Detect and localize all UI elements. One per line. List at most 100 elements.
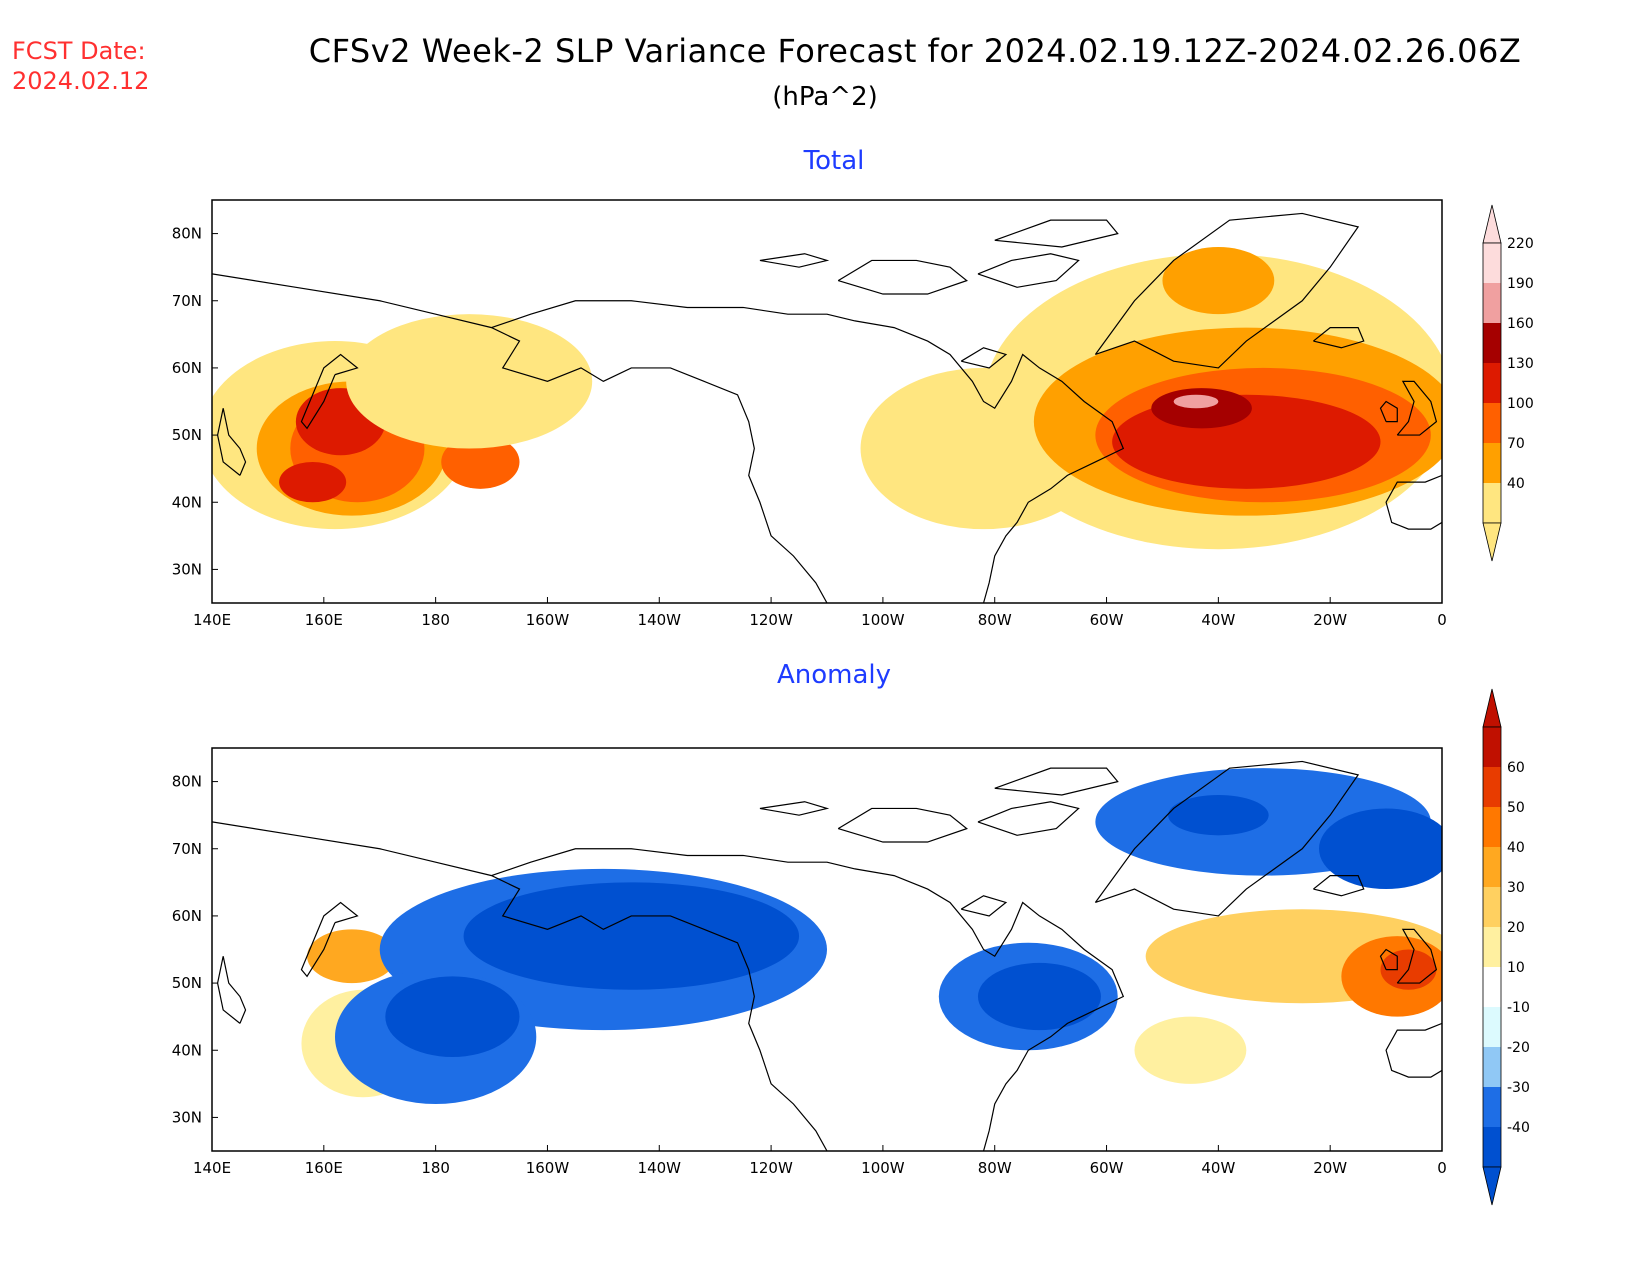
y-tick-label: 80N (172, 773, 202, 791)
y-tick-label: 70N (172, 840, 202, 858)
contour-region (441, 435, 520, 489)
contour-region (1173, 394, 1219, 409)
x-tick-label: 80W (978, 611, 1012, 629)
coastline (300, 901, 359, 978)
colorbar-min-arrow (1482, 1166, 1502, 1206)
forecast-date-caption: FCST Date: (12, 37, 146, 65)
colorbar-swatch (1483, 403, 1501, 443)
colorbar-level-label: 160 (1507, 316, 1534, 332)
coastline (1385, 1022, 1442, 1078)
x-tick-label: 0 (1437, 1159, 1447, 1177)
y-tick-label: 50N (172, 974, 202, 992)
contour-region (307, 929, 397, 984)
colorbar-level-label: 40 (1507, 476, 1525, 492)
colorbar-level-label: -20 (1507, 1040, 1530, 1056)
colorbar-swatch (1483, 767, 1501, 807)
colorbar-level-label: 60 (1507, 760, 1525, 776)
colorbar-anomaly: -40 -30 -20 -10 10 20 30 40 50 60 (1482, 688, 1530, 1206)
colorbar-level-label: 40 (1507, 840, 1525, 856)
colorbar-level-label: 30 (1507, 880, 1525, 896)
x-tick-label: 140W (638, 1159, 682, 1177)
panel-title-total: Total (803, 146, 865, 176)
contour-region (279, 461, 347, 503)
colorbar-swatch (1483, 363, 1501, 403)
y-tick-label: 50N (172, 426, 202, 444)
map-frame (211, 199, 1443, 604)
colorbar-swatch (1483, 1007, 1501, 1047)
y-tick-label: 30N (172, 560, 202, 578)
contour-region (977, 962, 1101, 1031)
coastlines (212, 760, 1442, 1151)
coastline (837, 259, 968, 295)
y-tick-label: 40N (172, 493, 202, 511)
x-tick-label: 140E (193, 611, 231, 629)
x-tick-label: 20W (1313, 611, 1347, 629)
map-panel-total: 140E 160E 180 160W 140W 120W 100W 80W 60W 40W 20W 0… (172, 199, 1534, 629)
map-frame (211, 747, 1443, 1152)
colorbar-swatch (1483, 927, 1501, 967)
x-tick-label: 180 (421, 1159, 450, 1177)
x-tick-label: 60W (1090, 1159, 1124, 1177)
y-tick-label: 80N (172, 225, 202, 243)
colorbar-swatch (1483, 243, 1501, 283)
x-tick-label: 20W (1313, 1159, 1347, 1177)
colorbar-level-label: 100 (1507, 396, 1534, 412)
forecast-date-value: 2024.02.12 (12, 67, 150, 95)
coastline (300, 353, 359, 430)
coastline (1094, 760, 1360, 917)
x-tick-label: 40W (1201, 1159, 1235, 1177)
colorbar-level-label: -10 (1507, 1000, 1530, 1016)
x-tick-label: 140E (193, 1159, 231, 1177)
x-tick-label: 160W (526, 1159, 570, 1177)
contour-region (1168, 795, 1269, 836)
colorbar-level-label: 50 (1507, 800, 1525, 816)
coastline (1396, 380, 1438, 436)
contour-region (1162, 247, 1275, 315)
coastline (212, 821, 828, 1151)
colorbar-swatch (1483, 887, 1501, 927)
x-tick-label: 180 (421, 611, 450, 629)
colorbar-max-arrow (1482, 688, 1502, 728)
contour-region (1319, 808, 1442, 890)
y-tick-label: 40N (172, 1041, 202, 1059)
colorbar-swatch (1483, 727, 1501, 767)
contour-region (1151, 388, 1252, 429)
panel-title-anomaly: Anomaly (776, 660, 892, 690)
contour-region (1134, 1016, 1247, 1084)
colorbar-swatch (1483, 1087, 1501, 1127)
coastline (1396, 928, 1438, 984)
coastline (1313, 327, 1365, 349)
x-tick-label: 160E (305, 1159, 343, 1177)
colorbar-swatch (1483, 323, 1501, 363)
coastline (1094, 212, 1360, 369)
coastline (216, 408, 247, 476)
colorbar-min-arrow (1482, 522, 1502, 562)
colorbar-max-arrow (1482, 204, 1502, 244)
x-tick-label: 80W (978, 1159, 1012, 1177)
x-tick-label: 160E (305, 611, 343, 629)
colorbar-swatch (1483, 1047, 1501, 1087)
coastline (491, 300, 1125, 603)
colorbar-level-label: 70 (1507, 436, 1525, 452)
coastline (994, 767, 1119, 796)
coastline (977, 801, 1080, 836)
x-tick-label: 160W (526, 611, 570, 629)
colorbar-swatch (1483, 483, 1501, 523)
y-tick-label: 30N (172, 1108, 202, 1126)
colorbar-swatch (1483, 443, 1501, 483)
colorbar-level-label: 220 (1507, 236, 1534, 252)
colorbar-swatch (1483, 807, 1501, 847)
coastline (759, 253, 830, 268)
x-tick-label: 120W (749, 1159, 793, 1177)
colorbar-level-label: -40 (1507, 1120, 1530, 1136)
colorbar-swatch (1483, 967, 1501, 1007)
colorbar-level-label: -30 (1507, 1080, 1530, 1096)
coastline (216, 956, 247, 1024)
coastline (1313, 875, 1365, 897)
contour-region (463, 882, 800, 990)
coastline (759, 801, 830, 816)
colorbar-swatch (1483, 847, 1501, 887)
coastline (1379, 948, 1398, 971)
coastline (960, 347, 1008, 369)
